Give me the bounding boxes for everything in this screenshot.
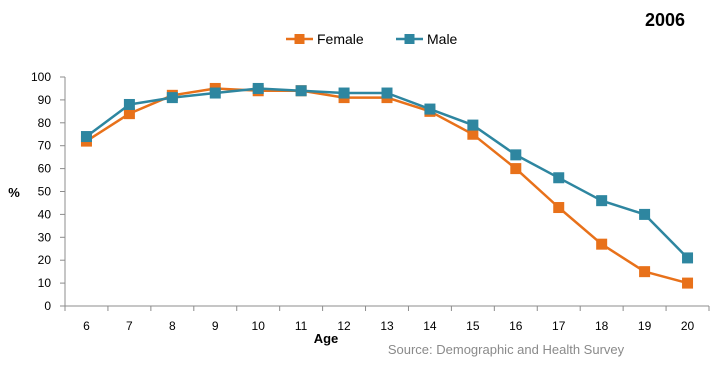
data-point-female <box>510 163 522 175</box>
x-tick-label: 15 <box>466 319 480 333</box>
data-point-male <box>80 131 92 143</box>
data-point-female <box>467 128 479 140</box>
series-female <box>80 82 694 289</box>
data-point-female <box>639 266 651 278</box>
chart-title: 2006 <box>645 10 685 30</box>
x-tick-label: 9 <box>212 319 219 333</box>
y-tick-label: 60 <box>38 162 52 176</box>
y-tick-label: 80 <box>38 116 52 130</box>
data-point-male <box>682 252 694 264</box>
x-tick-label: 12 <box>337 319 351 333</box>
x-tick-label: 16 <box>509 319 523 333</box>
y-tick-label: 10 <box>38 276 52 290</box>
data-point-male <box>252 82 264 94</box>
x-tick-label: 8 <box>169 319 176 333</box>
data-point-male <box>424 103 436 115</box>
x-tick-label: 19 <box>638 319 652 333</box>
y-tick-label: 0 <box>44 299 51 313</box>
legend-item-male: Male <box>396 31 458 47</box>
x-tick-label: 11 <box>295 319 308 333</box>
y-tick-label: 20 <box>38 253 52 267</box>
y-tick-label: 50 <box>38 185 52 199</box>
data-point-male <box>553 172 565 184</box>
data-point-male <box>596 195 608 207</box>
x-tick-label: 13 <box>380 319 394 333</box>
x-axis-label: Age <box>314 331 339 346</box>
data-point-male <box>639 208 651 220</box>
data-point-female <box>553 202 565 214</box>
data-point-female <box>682 277 694 289</box>
legend-item-female: Female <box>286 31 364 47</box>
series-male <box>80 82 694 264</box>
legend-label-female: Female <box>317 31 364 47</box>
legend-label-male: Male <box>427 31 458 47</box>
y-tick-label: 90 <box>38 93 52 107</box>
data-point-male <box>209 87 221 99</box>
x-tick-label: 7 <box>126 319 133 333</box>
data-point-male <box>467 119 479 131</box>
x-tick-label: 10 <box>252 319 266 333</box>
x-axis: 6 7 8 9 10 11 12 13 14 15 16 17 18 19 20 <box>64 305 710 333</box>
y-tick-label: 100 <box>31 70 51 84</box>
data-point-male <box>123 98 135 110</box>
y-axis-label: % <box>8 185 20 200</box>
x-tick-label: 6 <box>83 319 90 333</box>
x-tick-label: 20 <box>681 319 695 333</box>
y-tick-label: 30 <box>38 230 52 244</box>
data-point-male <box>295 85 307 97</box>
data-point-female <box>123 108 135 120</box>
data-point-male <box>338 87 350 99</box>
series-layer <box>80 82 694 289</box>
legend: Female Male <box>286 31 458 47</box>
source-note: Source: Demographic and Health Survey <box>388 342 625 357</box>
data-point-male <box>166 92 178 104</box>
y-tick-label: 70 <box>38 139 52 153</box>
x-tick-label: 14 <box>423 319 437 333</box>
data-point-male <box>381 87 393 99</box>
data-point-female <box>596 238 608 250</box>
x-tick-label: 17 <box>552 319 566 333</box>
legend-marker-female <box>294 34 305 44</box>
data-point-male <box>510 149 522 161</box>
y-axis: 0 10 20 30 40 50 60 70 80 90 100 <box>31 70 66 313</box>
legend-marker-male <box>404 34 415 44</box>
series-line-male <box>85 87 689 259</box>
y-tick-label: 40 <box>38 207 52 221</box>
x-tick-label: 18 <box>595 319 609 333</box>
series-line-female <box>85 87 688 285</box>
